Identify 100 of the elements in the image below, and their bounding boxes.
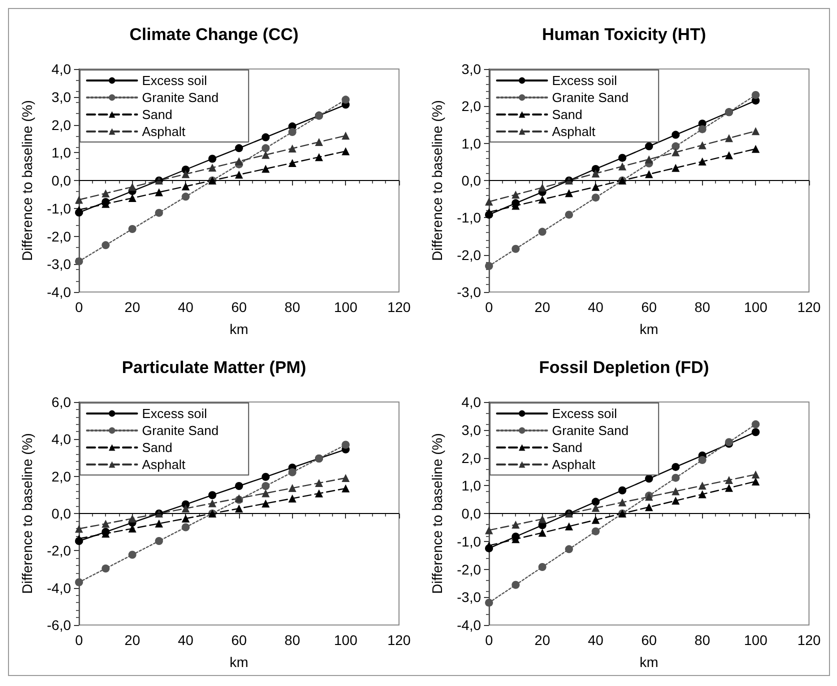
point — [618, 154, 626, 162]
x-tick-label: 80 — [284, 299, 300, 315]
point — [752, 470, 760, 478]
legend-label: Asphalt — [552, 457, 596, 472]
point — [342, 96, 350, 104]
legend-label: Sand — [552, 440, 582, 455]
y-tick-label: -1,0 — [456, 533, 482, 550]
point — [538, 195, 546, 204]
point — [315, 138, 323, 146]
y-tick-label: -4,0 — [46, 580, 72, 596]
y-tick-label: -6,0 — [46, 617, 72, 633]
y-tick-label: -4,0 — [456, 617, 482, 633]
point — [75, 257, 83, 266]
point — [485, 542, 493, 550]
y-tick-label: 2,0 — [52, 468, 72, 484]
y-tick-label: 6,0 — [52, 394, 72, 410]
point — [725, 484, 733, 492]
y-tick-label: 0,0 — [52, 172, 72, 188]
y-tick-label: 4,0 — [52, 61, 72, 77]
legend-label: Excess soil — [552, 73, 618, 88]
point — [155, 188, 163, 196]
point — [262, 144, 270, 152]
x-axis-title: km — [230, 654, 248, 670]
point — [315, 489, 323, 498]
point — [262, 472, 270, 481]
point — [698, 456, 706, 464]
x-axis-title: km — [640, 654, 658, 670]
x-tick-label: 80 — [694, 632, 710, 648]
point — [128, 225, 136, 233]
point — [538, 184, 546, 192]
y-tick-label: 0,0 — [462, 172, 482, 188]
y-tick-label: -3,0 — [456, 589, 482, 606]
x-tick-label: 0 — [485, 299, 494, 315]
y-tick-label: -2,0 — [46, 228, 72, 244]
point — [342, 484, 350, 492]
y-tick-label: 3,0 — [462, 422, 482, 438]
y-tick-label: 1,0 — [462, 135, 482, 152]
point — [288, 484, 296, 492]
point — [672, 164, 680, 172]
legend-label: Sand — [552, 107, 582, 122]
point — [102, 241, 110, 250]
x-tick-label: 120 — [387, 632, 411, 648]
point — [645, 503, 653, 512]
point — [315, 479, 323, 488]
point — [208, 499, 216, 508]
y-tick-label: 4,0 — [462, 394, 482, 410]
point — [182, 523, 190, 532]
point — [698, 125, 706, 134]
x-tick-label: 100 — [334, 299, 358, 315]
point — [128, 182, 136, 191]
point — [128, 514, 136, 523]
point — [75, 578, 83, 586]
point — [645, 474, 653, 483]
point — [235, 144, 243, 152]
x-tick-label: 80 — [284, 632, 300, 648]
point — [155, 537, 163, 545]
x-tick-label: 80 — [694, 299, 710, 315]
point — [262, 489, 270, 498]
point — [182, 514, 190, 523]
x-tick-label: 0 — [75, 299, 84, 315]
point — [725, 134, 733, 142]
legend-label: Asphalt — [552, 124, 596, 139]
point — [485, 598, 493, 607]
y-tick-label: -3,0 — [456, 284, 482, 300]
x-tick-label: 60 — [641, 632, 657, 648]
legend-label: Granite Sand — [142, 90, 219, 105]
point — [342, 440, 350, 449]
point — [752, 144, 760, 153]
x-axis-title: km — [640, 321, 658, 337]
x-tick-label: 120 — [797, 299, 821, 315]
point — [235, 157, 243, 166]
x-tick-label: 20 — [124, 632, 140, 648]
point — [155, 208, 163, 217]
x-tick-label: 120 — [387, 299, 411, 315]
point — [672, 487, 680, 496]
y-axis-title: Difference to baseline (%) — [429, 433, 445, 594]
legend-label: Granite Sand — [552, 90, 629, 105]
x-axis-title: km — [230, 321, 248, 337]
legend-label: Asphalt — [142, 124, 186, 139]
point — [485, 526, 493, 534]
point — [698, 158, 706, 166]
chart-title: Particulate Matter (PM) — [122, 358, 306, 377]
y-tick-label: 2,0 — [462, 98, 482, 114]
point — [262, 482, 270, 490]
point — [672, 496, 680, 505]
x-tick-label: 120 — [797, 632, 821, 648]
x-tick-label: 60 — [231, 632, 247, 648]
y-tick-label: 1,0 — [462, 478, 482, 494]
point — [752, 127, 760, 136]
point — [102, 564, 110, 573]
point — [315, 153, 323, 162]
y-tick-label: -2,0 — [46, 542, 72, 559]
point — [592, 527, 600, 536]
point — [538, 563, 546, 572]
y-tick-label: 4,0 — [52, 431, 72, 448]
x-tick-label: 0 — [485, 632, 494, 648]
x-tick-label: 100 — [334, 632, 358, 648]
y-axis-title: Difference to baseline (%) — [19, 100, 35, 261]
point — [75, 206, 83, 214]
x-tick-label: 40 — [178, 632, 194, 648]
